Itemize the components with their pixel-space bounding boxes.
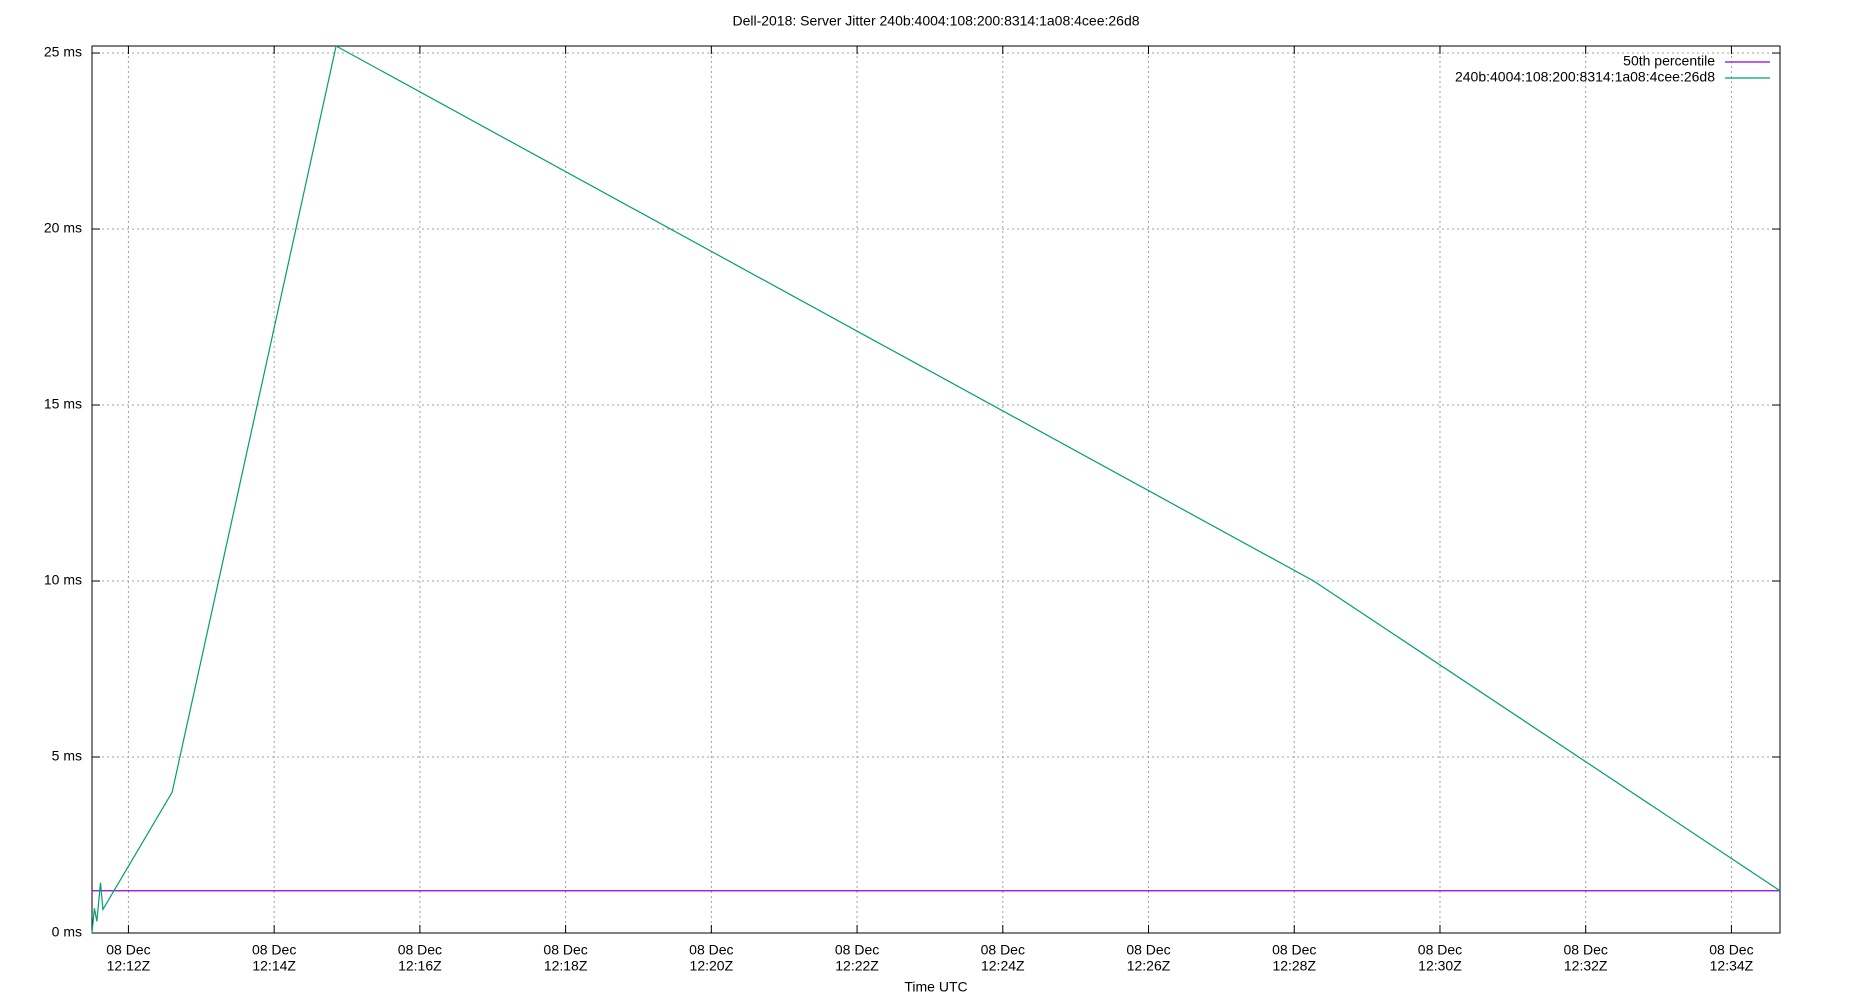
x-tick-label: 12:16Z [398, 958, 442, 974]
chart-title: Dell-2018: Server Jitter 240b:4004:108:2… [732, 13, 1139, 29]
x-tick-label: 12:18Z [544, 958, 588, 974]
y-tick-label: 20 ms [44, 220, 82, 236]
legend-label: 240b:4004:108:200:8314:1a08:4cee:26d8 [1455, 69, 1715, 85]
x-tick-label: 12:30Z [1418, 958, 1462, 974]
plot-border [91, 45, 1781, 934]
x-axis-label: Time UTC [904, 979, 967, 995]
x-tick-label: 12:24Z [981, 958, 1025, 974]
x-tick-label: 12:14Z [252, 958, 296, 974]
y-tick-label: 0 ms [52, 924, 82, 940]
x-tick-label: 12:32Z [1564, 958, 1608, 974]
x-tick-label: 08 Dec [106, 942, 150, 958]
x-tick-label: 12:34Z [1710, 958, 1754, 974]
x-tick-label: 08 Dec [1126, 942, 1170, 958]
x-tick-label: 08 Dec [398, 942, 442, 958]
x-tick-label: 08 Dec [1564, 942, 1608, 958]
x-tick-label: 08 Dec [543, 942, 587, 958]
x-tick-label: 12:20Z [690, 958, 734, 974]
x-tick-label: 12:26Z [1127, 958, 1171, 974]
x-tick-label: 08 Dec [981, 942, 1025, 958]
y-tick-label: 10 ms [44, 572, 82, 588]
y-tick-label: 15 ms [44, 396, 82, 412]
x-tick-label: 08 Dec [252, 942, 296, 958]
x-tick-label: 12:12Z [107, 958, 151, 974]
x-tick-label: 08 Dec [835, 942, 879, 958]
y-tick-label: 25 ms [44, 44, 82, 60]
x-tick-label: 08 Dec [1418, 942, 1462, 958]
y-tick-label: 5 ms [52, 748, 82, 764]
x-tick-label: 08 Dec [1272, 942, 1316, 958]
x-tick-label: 08 Dec [689, 942, 733, 958]
x-tick-label: 08 Dec [1709, 942, 1753, 958]
series-line [91, 45, 1781, 934]
legend-label: 50th percentile [1623, 53, 1715, 69]
x-tick-label: 12:22Z [835, 958, 879, 974]
x-tick-label: 12:28Z [1272, 958, 1316, 974]
